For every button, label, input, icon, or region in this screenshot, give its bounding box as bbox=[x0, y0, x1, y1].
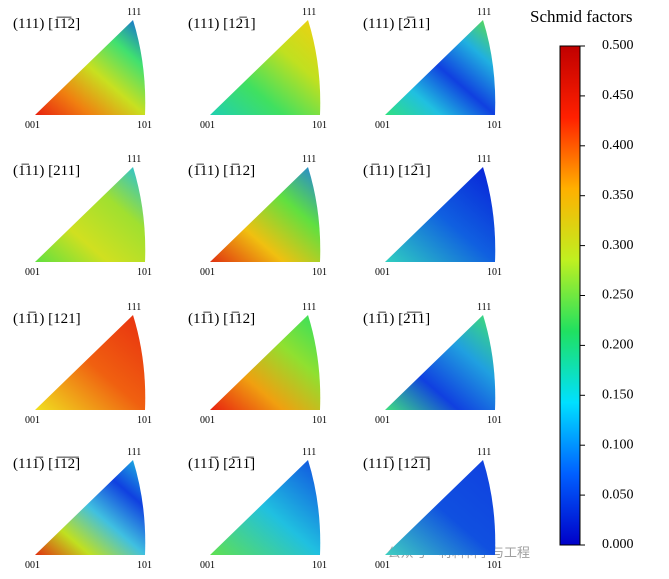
tick-label: 0.400 bbox=[602, 138, 634, 153]
tick-label: 0.500 bbox=[602, 38, 634, 53]
tick-label: 0.200 bbox=[602, 338, 634, 353]
corner-label: 111 bbox=[477, 302, 491, 313]
panel-label: (11̅1) [1̅12] bbox=[188, 311, 255, 327]
corner-label: 001 bbox=[375, 560, 390, 571]
panel-label: (1̅11) [12̅1] bbox=[363, 163, 431, 179]
corner-label: 111 bbox=[477, 154, 491, 165]
corner-label: 101 bbox=[312, 267, 327, 278]
tick-label: 0.050 bbox=[602, 487, 634, 502]
corner-label: 101 bbox=[137, 415, 152, 426]
panel-label: (111̅) [12̅1̅] bbox=[363, 456, 431, 472]
ipf-triangle bbox=[385, 460, 496, 555]
tick-label: 0.100 bbox=[602, 437, 634, 452]
corner-label: 101 bbox=[487, 267, 502, 278]
tick-label: 0.350 bbox=[602, 188, 634, 203]
panel-label: (11̅1) [121] bbox=[13, 311, 81, 327]
tick-label: 0.250 bbox=[602, 288, 634, 303]
corner-label: 111 bbox=[127, 447, 141, 458]
corner-label: 001 bbox=[25, 120, 40, 131]
corner-label: 101 bbox=[137, 267, 152, 278]
corner-label: 101 bbox=[137, 120, 152, 131]
corner-label: 111 bbox=[302, 447, 316, 458]
corner-label: 001 bbox=[25, 560, 40, 571]
ipf-triangle bbox=[385, 20, 496, 115]
corner-label: 111 bbox=[477, 447, 491, 458]
colorbar bbox=[559, 45, 581, 546]
tick-label: 0.000 bbox=[602, 537, 634, 552]
corner-label: 001 bbox=[25, 267, 40, 278]
ipf-triangle bbox=[210, 315, 321, 410]
corner-label: 111 bbox=[127, 154, 141, 165]
corner-label: 001 bbox=[200, 120, 215, 131]
corner-label: 101 bbox=[312, 560, 327, 571]
corner-label: 101 bbox=[137, 560, 152, 571]
corner-label: 111 bbox=[302, 7, 316, 18]
corner-label: 001 bbox=[200, 560, 215, 571]
tick-label: 0.450 bbox=[602, 88, 634, 103]
panel-label: (11̅1) [2̅1̅1] bbox=[363, 311, 430, 327]
panel-label: (111) [2̅11] bbox=[363, 16, 430, 32]
panel-label: (111̅) [1̅1̅2̅] bbox=[13, 456, 80, 472]
colorbar-title: Schmid factors bbox=[530, 7, 632, 26]
corner-label: 101 bbox=[487, 415, 502, 426]
ipf-triangle bbox=[385, 167, 496, 262]
ipf-triangle bbox=[210, 460, 321, 555]
panel-label: (111) [1̅1̅2] bbox=[13, 16, 80, 32]
corner-label: 001 bbox=[200, 267, 215, 278]
ipf-triangle bbox=[385, 315, 496, 410]
corner-label: 111 bbox=[302, 154, 316, 165]
panel-label: (111̅) [2̅11̅] bbox=[188, 456, 255, 472]
ipf-triangle bbox=[35, 167, 146, 262]
panel-label: (1̅11) [211] bbox=[13, 163, 80, 179]
ipf-triangle bbox=[35, 460, 146, 555]
corner-label: 111 bbox=[477, 7, 491, 18]
corner-label: 101 bbox=[312, 415, 327, 426]
panel-label: (1̅11) [1̅12] bbox=[188, 163, 255, 179]
corner-label: 101 bbox=[487, 560, 502, 571]
corner-label: 111 bbox=[302, 302, 316, 313]
corner-label: 001 bbox=[25, 415, 40, 426]
corner-label: 001 bbox=[200, 415, 215, 426]
corner-label: 101 bbox=[312, 120, 327, 131]
corner-label: 001 bbox=[375, 415, 390, 426]
corner-label: 111 bbox=[127, 302, 141, 313]
corner-label: 101 bbox=[487, 120, 502, 131]
corner-label: 111 bbox=[127, 7, 141, 18]
ipf-triangle bbox=[35, 20, 146, 115]
corner-label: 001 bbox=[375, 120, 390, 131]
tick-label: 0.300 bbox=[602, 238, 634, 253]
ipf-triangle bbox=[210, 20, 321, 115]
ipf-triangle bbox=[210, 167, 321, 262]
tick-label: 0.150 bbox=[602, 388, 634, 403]
panel-label: (111) [12̅1] bbox=[188, 16, 256, 32]
corner-label: 001 bbox=[375, 267, 390, 278]
ipf-triangle bbox=[35, 315, 146, 410]
